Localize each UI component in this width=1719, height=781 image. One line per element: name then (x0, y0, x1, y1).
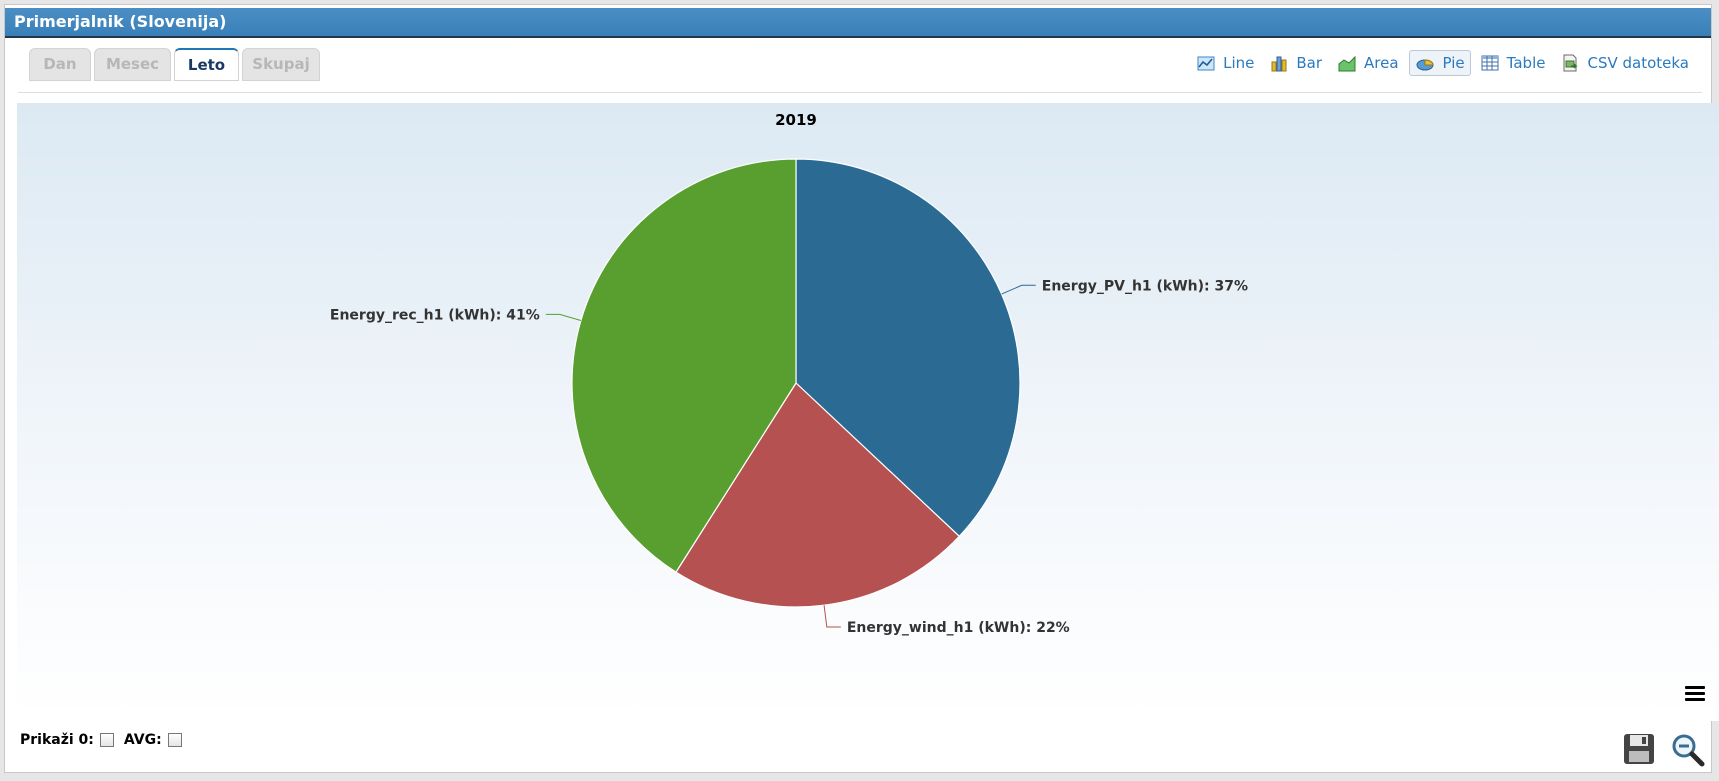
chart-area: 2019 Energy_PV_h1 (kWh): 37% Energy_wind_… (17, 103, 1719, 721)
pie-chart-button[interactable]: Pie (1408, 50, 1471, 76)
comparator-window: Primerjalnik (Slovenija) Dan Mesec Leto … (4, 4, 1719, 773)
avg-label: AVG: (123, 732, 162, 748)
csv-file-icon (1563, 54, 1579, 72)
pie-data-label: Energy_rec_h1 (kWh): 41% (330, 307, 540, 323)
chart-title: 2019 (775, 111, 817, 129)
pie-button-label: Pie (1442, 54, 1465, 72)
pie-slice[interactable] (675, 382, 961, 608)
show-zero-option: Prikaži 0: (20, 732, 114, 748)
area-chart-button[interactable]: Area (1332, 50, 1405, 76)
table-icon (1481, 55, 1499, 71)
pie-connector (823, 605, 841, 628)
pie-data-label: Energy_PV_h1 (kWh): 37% (1042, 278, 1248, 294)
hamburger-menu-icon[interactable] (1685, 686, 1705, 702)
floppy-disk-icon[interactable] (1623, 733, 1655, 765)
window-title: Primerjalnik (Slovenija) (5, 8, 1711, 38)
area-chart-icon (1338, 55, 1356, 72)
chart-type-toolbar: Line Bar Area Pie (1191, 50, 1695, 76)
avg-option: AVG: (124, 732, 182, 748)
show-zero-checkbox[interactable] (99, 733, 114, 747)
bar-chart-icon (1271, 56, 1287, 72)
line-chart-icon (1197, 56, 1215, 71)
tab-skupaj[interactable]: Skupaj (242, 48, 320, 81)
line-chart-button[interactable]: Line (1191, 50, 1260, 76)
tab-dan[interactable]: Dan (29, 48, 91, 81)
pie-data-label: Energy_wind_h1 (kWh): 22% (847, 620, 1070, 636)
csv-button-label: CSV datoteka (1587, 54, 1689, 72)
csv-export-button[interactable]: CSV datoteka (1555, 50, 1695, 76)
avg-checkbox[interactable] (167, 733, 182, 747)
tab-leto[interactable]: Leto (174, 48, 239, 81)
period-tabs: Dan Mesec Leto Skupaj (29, 48, 320, 81)
bar-button-label: Bar (1296, 54, 1323, 72)
pie-chart-icon (1416, 59, 1434, 71)
tab-mesec[interactable]: Mesec (94, 48, 171, 81)
pie-chart: 2019 Energy_PV_h1 (kWh): 37% Energy_wind_… (330, 111, 1248, 636)
pie-slice[interactable] (571, 158, 797, 573)
area-button-label: Area (1364, 54, 1399, 72)
table-button-label: Table (1506, 54, 1546, 72)
chart-options: Prikaži 0: AVG: (20, 732, 182, 748)
table-button[interactable]: Table (1475, 50, 1552, 76)
tabs-divider (18, 92, 1702, 93)
pie-connector (1001, 284, 1036, 295)
show-zero-label: Prikaži 0: (20, 732, 94, 748)
magnifier-zoom-out-icon[interactable] (1671, 733, 1705, 767)
bar-chart-button[interactable]: Bar (1264, 50, 1328, 76)
pie-connector (545, 313, 582, 321)
line-button-label: Line (1223, 54, 1255, 72)
